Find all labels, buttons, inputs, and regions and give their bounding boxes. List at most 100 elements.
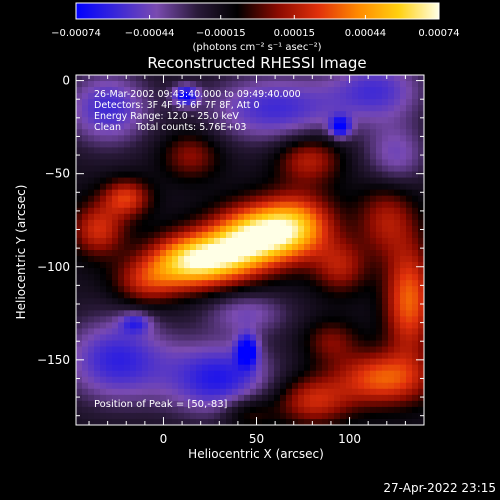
heatmap-cell <box>382 105 389 112</box>
heatmap-cell <box>376 201 383 209</box>
heatmap-cell <box>154 243 161 251</box>
heatmap-cell <box>220 364 227 372</box>
heatmap-cell <box>160 135 167 142</box>
heatmap-cell <box>286 231 293 239</box>
heatmap-cell <box>250 177 257 185</box>
heatmap-cell <box>106 250 113 257</box>
heatmap-cell <box>154 195 161 203</box>
heatmap-cell <box>118 93 125 100</box>
heatmap-cell <box>268 237 275 245</box>
heatmap-cell <box>400 93 407 100</box>
heatmap-cell <box>160 388 167 396</box>
heatmap-cell <box>202 274 209 281</box>
heatmap-cell <box>328 292 335 299</box>
heatmap-cell <box>286 129 293 136</box>
heatmap-cell <box>286 153 293 161</box>
heatmap-cell <box>364 141 371 149</box>
heatmap-cell <box>268 322 275 330</box>
heatmap-cell <box>160 171 167 179</box>
heatmap-cell <box>130 87 137 94</box>
heatmap-cell <box>118 388 125 396</box>
heatmap-cell <box>154 340 161 348</box>
heatmap-cell <box>412 346 419 354</box>
heatmap-cell <box>88 147 95 155</box>
heatmap-cell <box>322 322 329 330</box>
heatmap-cell <box>76 165 83 173</box>
heatmap-cell <box>298 159 305 167</box>
heatmap-cell <box>82 135 89 142</box>
heatmap-cell <box>172 207 179 215</box>
heatmap-cell <box>142 322 149 330</box>
heatmap-cell <box>214 286 221 293</box>
heatmap-cell <box>100 87 107 94</box>
heatmap-cell <box>286 93 293 100</box>
heatmap-cell <box>124 111 131 118</box>
heatmap-cell <box>370 81 377 88</box>
heatmap-cell <box>322 81 329 88</box>
heatmap-cell <box>364 304 371 311</box>
heatmap-cell <box>172 237 179 245</box>
heatmap-cell <box>268 418 275 425</box>
heatmap-cell <box>244 292 251 299</box>
heatmap-cell <box>184 346 191 354</box>
heatmap-cell <box>382 382 389 390</box>
heatmap-cell <box>232 81 239 88</box>
heatmap-cell <box>94 105 101 112</box>
heatmap-cell <box>406 123 413 130</box>
heatmap-cell <box>418 412 424 420</box>
heatmap-cell <box>286 322 293 330</box>
x-tick-label: 100 <box>338 432 361 446</box>
heatmap-cell <box>196 298 203 305</box>
heatmap-cell <box>148 406 155 414</box>
heatmap-cell <box>202 304 209 311</box>
heatmap-cell <box>136 111 143 118</box>
heatmap-cell <box>112 183 119 191</box>
heatmap-cell <box>148 322 155 330</box>
heatmap-cell <box>418 135 424 142</box>
heatmap-cell <box>268 171 275 179</box>
heatmap-cell <box>388 328 395 336</box>
heatmap-cell <box>394 213 401 221</box>
heatmap-cell <box>178 412 185 420</box>
heatmap-cell <box>196 123 203 130</box>
heatmap-cell <box>250 93 257 100</box>
heatmap-cell <box>244 358 251 366</box>
heatmap-cell <box>286 250 293 257</box>
heatmap-cell <box>280 322 287 330</box>
heatmap-cell <box>304 183 311 191</box>
heatmap-cell <box>154 75 161 82</box>
heatmap-cell <box>274 75 281 82</box>
heatmap-cell <box>412 358 419 366</box>
heatmap-cell <box>406 141 413 149</box>
heatmap-cell <box>202 165 209 173</box>
heatmap-cell <box>388 129 395 136</box>
heatmap-cell <box>334 316 341 324</box>
heatmap-cell <box>160 352 167 360</box>
heatmap-cell <box>142 400 149 408</box>
heatmap-cell <box>244 183 251 191</box>
heatmap-cell <box>112 364 119 372</box>
heatmap-cell <box>82 292 89 299</box>
heatmap-cell <box>184 322 191 330</box>
heatmap-cell <box>406 298 413 305</box>
heatmap-cell <box>310 310 317 317</box>
heatmap-cell <box>322 171 329 179</box>
heatmap-cell <box>310 93 317 100</box>
heatmap-cell <box>112 340 119 348</box>
heatmap-cell <box>394 304 401 311</box>
heatmap-cell <box>214 105 221 112</box>
heatmap-cell <box>154 322 161 330</box>
heatmap-cell <box>136 243 143 251</box>
heatmap-cell <box>142 394 149 402</box>
heatmap-cell <box>310 243 317 251</box>
heatmap-cell <box>376 346 383 354</box>
heatmap-cell <box>118 274 125 281</box>
heatmap-cell <box>238 316 245 324</box>
heatmap-cell <box>100 243 107 251</box>
heatmap-cell <box>232 364 239 372</box>
heatmap-cell <box>160 93 167 100</box>
heatmap-cell <box>334 207 341 215</box>
heatmap-cell <box>364 147 371 155</box>
heatmap-cell <box>382 219 389 227</box>
heatmap-cell <box>304 418 311 425</box>
